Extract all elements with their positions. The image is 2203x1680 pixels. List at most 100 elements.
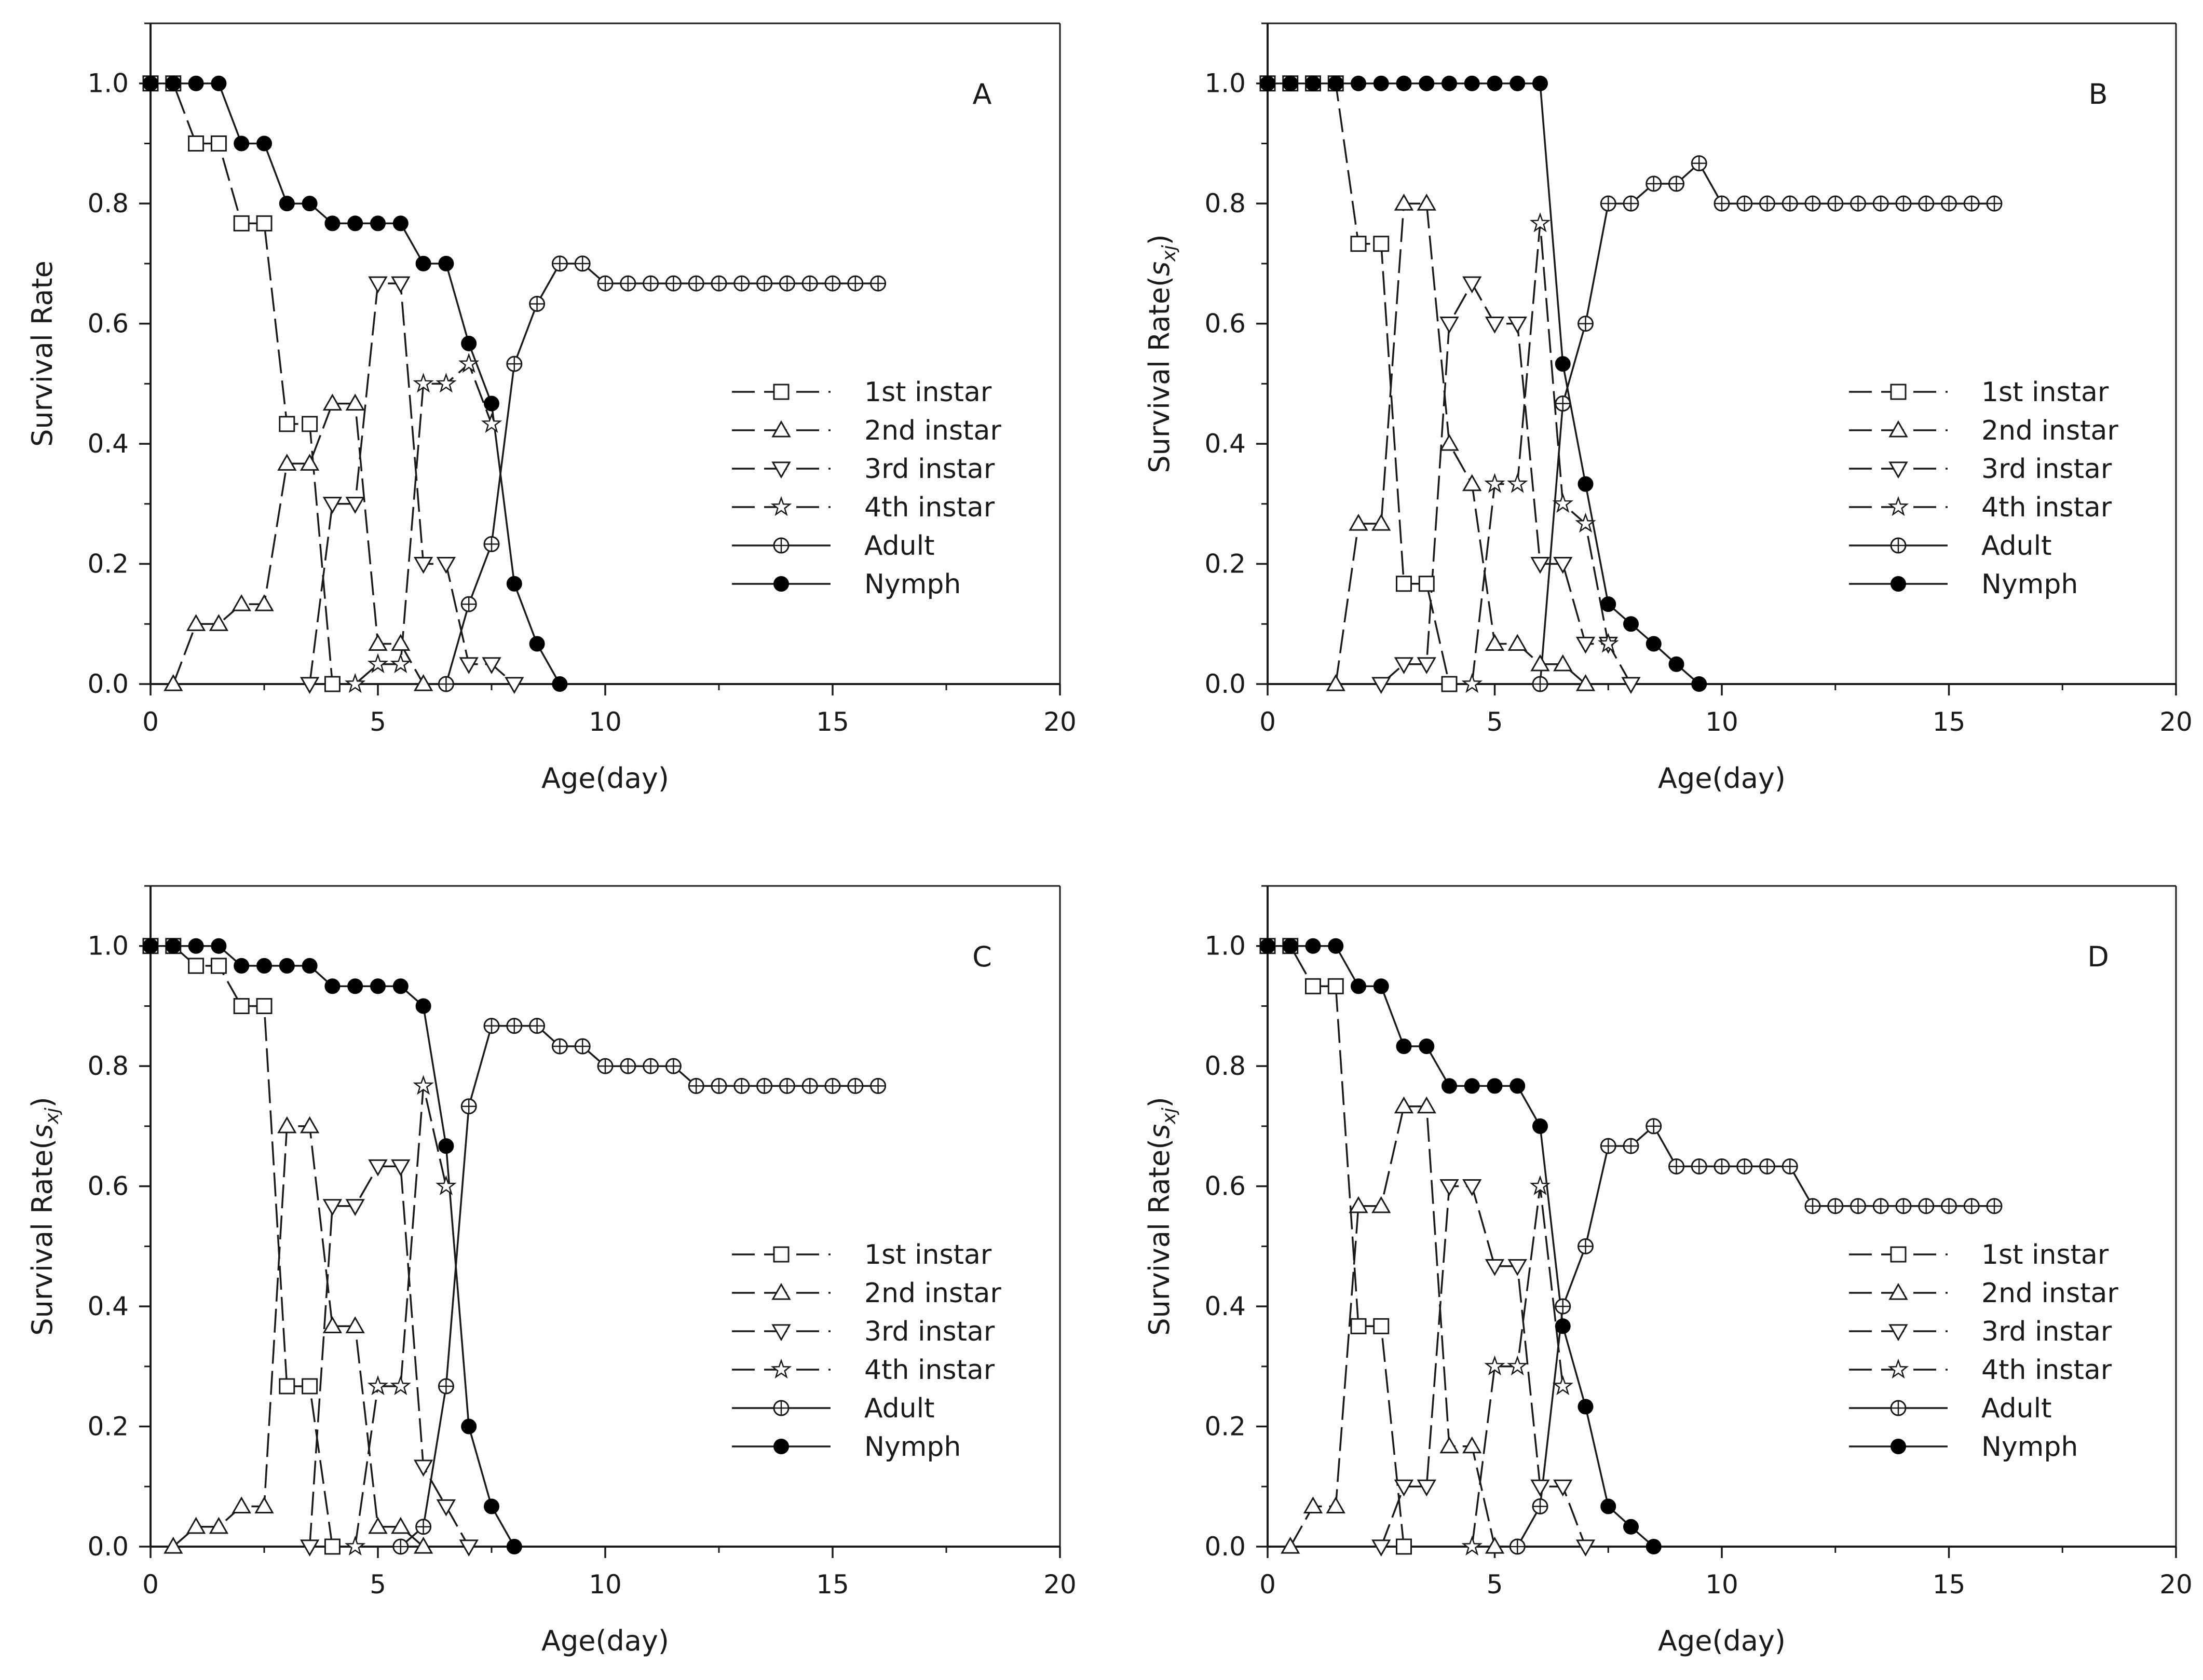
panel-a-series-4th-instar <box>355 363 493 685</box>
panel-b-legend-marker-adult <box>1890 537 1907 554</box>
panel-b-series-nymph-point-10 <box>1487 75 1503 91</box>
panel-b-series-4th-instar-point-0 <box>1461 673 1483 693</box>
panel-a-y-tick-label-5: 1.0 <box>87 69 129 99</box>
panel-d-legend-marker-3rd-instar <box>1888 1324 1908 1342</box>
panel-b-series-nymph-point-2 <box>1305 75 1321 91</box>
panel-c-series-4th-instar-markers <box>345 1075 457 1556</box>
panel-d-series-1st-instar-point-6 <box>1396 1538 1412 1555</box>
panel-b-series-3rd-instar-point-4 <box>1462 276 1482 294</box>
panel-c-series-nymph-point-16 <box>506 1539 522 1554</box>
panel-a-series-1st-instar-point-3 <box>210 135 227 152</box>
panel-d-series-1st-instar <box>1268 945 1405 1547</box>
panel-c-series-adult-point-16 <box>756 1077 773 1094</box>
panel-d-series-4th-instar-point-2 <box>1506 1355 1528 1376</box>
panel-d-series-4th-instar-point-3 <box>1529 1175 1551 1195</box>
panel-a-series-2nd-instar-point-9 <box>368 634 388 651</box>
panel-c-series-adult-point-8 <box>574 1038 591 1055</box>
panel-a-series-2nd-instar-point-11 <box>413 674 433 691</box>
panel-b-series-4th-instar <box>1471 222 1610 685</box>
panel-c-series-adult-point-2 <box>438 1378 454 1395</box>
panel-d-legend-label-adult: Adult <box>1981 1393 2051 1424</box>
panel-c-legend-label-1st-instar: 1st instar <box>864 1239 992 1271</box>
panel-c-series-adult-point-5 <box>506 1018 523 1034</box>
panel-c-series-2nd-instar-point-10 <box>391 1517 411 1534</box>
panel-a-series-adult-point-0 <box>438 676 454 692</box>
panel-c-series-adult-line <box>400 1025 878 1548</box>
panel-a-series-3rd-instar <box>308 282 515 685</box>
panel-b-series-nymph-point-9 <box>1464 75 1480 91</box>
panel-d-series-3rd-instar-line <box>1380 1185 1587 1547</box>
panel-b-legend: 1st instar 2nd instar 3rd instar 4th instar… <box>1849 377 2118 600</box>
panel-d-y-tick-label-1: 0.2 <box>1204 1412 1246 1442</box>
panel-c-legend-marker-nymph <box>773 1439 789 1454</box>
panel-b-series-nymph-point-4 <box>1351 75 1366 91</box>
panel-b-legend-marker-3rd-instar <box>1888 461 1908 479</box>
panel-d-series-2nd-instar-point-0 <box>1281 1536 1300 1554</box>
panel-d-series-adult-point-4 <box>1600 1138 1616 1154</box>
panel-a-series-nymph-point-8 <box>324 215 341 231</box>
panel-a-x-tick-label-4: 20 <box>1043 707 1077 737</box>
panel-d-series-1st-instar-point-4 <box>1350 1318 1367 1334</box>
panel-d-series-adult-point-5 <box>1623 1138 1639 1154</box>
panel-a-series-1st-instar-point-8 <box>324 676 341 692</box>
panel-a-series-nymph-point-17 <box>529 636 545 652</box>
panel-a-series-4th-instar-point-3 <box>413 373 434 393</box>
panel-c-series-adult-point-12 <box>665 1058 682 1074</box>
panel-d-x-tick-label-3: 15 <box>1933 1569 1966 1600</box>
panel-b-y-tick-label-2: 0.4 <box>1204 429 1246 459</box>
panel-b-series-4th-instar-line <box>1471 222 1610 685</box>
panel-c-series-3rd-instar-point-4 <box>391 1159 411 1177</box>
panel-c-x-tick-label-2: 10 <box>589 1569 622 1600</box>
panel-d-series-nymph-point-10 <box>1487 1078 1503 1094</box>
panel-d-x-tick-label-4: 20 <box>2159 1569 2193 1600</box>
panel-c-series-1st-instar-point-4 <box>233 998 250 1014</box>
panel-c-series-4th-instar-point-0 <box>345 1535 366 1556</box>
panel-a-series-nymph-point-9 <box>347 215 363 231</box>
panel-c-series-adult <box>400 1025 878 1548</box>
panel-d-series-3rd-instar-point-8 <box>1553 1479 1573 1497</box>
panel-b-x-axis-label: Age(day) <box>1658 762 1786 795</box>
panel-c-series-4th-instar <box>354 1085 447 1547</box>
panel-c-series-adult-point-14 <box>711 1077 727 1094</box>
panel-c-series-nymph-point-5 <box>256 958 272 974</box>
panel-b-series-adult-point-5 <box>1646 175 1662 192</box>
panel-c-y-tick-label-3: 0.6 <box>87 1171 129 1201</box>
panel-b-series-1st-instar-markers <box>1259 75 1458 692</box>
panel-b-x-tick-label-2: 10 <box>1705 707 1738 737</box>
panel-a-y-tick-label-1: 0.2 <box>87 549 129 579</box>
panel-d-series-2nd-instar-point-8 <box>1462 1436 1482 1454</box>
panel-b-series-nymph-markers <box>1260 75 1707 692</box>
panel-b-series-2nd-instar-point-4 <box>1417 194 1436 211</box>
panel-c-series-nymph-markers <box>143 938 522 1554</box>
panel-b-series-adult-point-2 <box>1578 316 1594 332</box>
panel-d-series-adult-point-16 <box>1872 1198 1889 1214</box>
panel-a-series-adult-point-15 <box>779 275 795 292</box>
panel-b-series-2nd-instar-point-8 <box>1507 634 1527 651</box>
panel-a-series-3rd-instar-line <box>308 282 515 685</box>
panel-a-legend-marker-1st-instar <box>773 384 790 400</box>
panel-b-series-2nd-instar-point-2 <box>1371 513 1391 531</box>
panel-d-y-tick-label-2: 0.4 <box>1204 1291 1246 1321</box>
panel-a-legend-label-adult: Adult <box>864 530 934 562</box>
panel-b-series-1st-instar-point-5 <box>1373 236 1390 252</box>
panel-d-series-2nd-instar <box>1289 1105 1496 1547</box>
panel-a-series-3rd-instar-markers <box>300 276 524 694</box>
panel-c-series-nymph-point-12 <box>415 998 431 1014</box>
panel-d-series-adult-point-12 <box>1782 1158 1798 1174</box>
panel-a-series-adult-point-9 <box>643 275 659 292</box>
panel-d-series-2nd-instar-point-5 <box>1394 1096 1414 1114</box>
panel-c-series-4th-instar-point-1 <box>367 1375 389 1396</box>
panel-b-x-tick-label-3: 15 <box>1933 707 1966 737</box>
panel-b-series-adult-point-10 <box>1759 195 1775 212</box>
panel-b-series-3rd-instar-markers <box>1371 276 1641 694</box>
panel-b-x-tick-label-4: 20 <box>2159 707 2193 737</box>
panel-d-series-adult-point-19 <box>1941 1198 1957 1214</box>
panel-b-series-3rd-instar-line <box>1380 282 1632 685</box>
panel-b-series-4th-instar-point-6 <box>1597 633 1619 653</box>
panel-d-legend: 1st instar 2nd instar 3rd instar 4th instar… <box>1849 1239 2118 1463</box>
panel-b-legend-marker-1st-instar <box>1890 384 1907 400</box>
panel-d-series-adult-point-14 <box>1827 1198 1844 1214</box>
panel-d-series-2nd-instar-point-9 <box>1485 1536 1505 1554</box>
panel-a-series-2nd-instar-point-6 <box>300 454 320 471</box>
panel-c-y-tick-label-5: 1.0 <box>87 931 129 961</box>
